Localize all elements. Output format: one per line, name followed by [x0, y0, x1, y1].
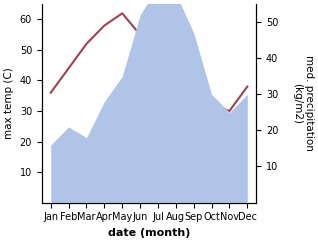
Y-axis label: max temp (C): max temp (C)	[4, 68, 14, 139]
Y-axis label: med. precipitation
(kg/m2): med. precipitation (kg/m2)	[292, 55, 314, 151]
X-axis label: date (month): date (month)	[108, 228, 190, 238]
